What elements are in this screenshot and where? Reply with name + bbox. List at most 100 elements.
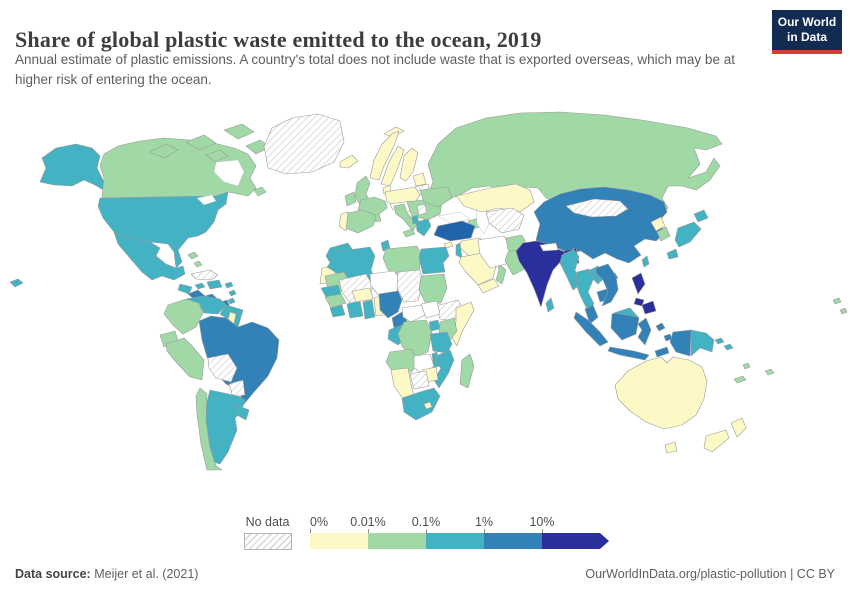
legend-bin-2[interactable] (426, 533, 484, 549)
region-chad[interactable] (396, 269, 424, 303)
region-japan[interactable] (674, 221, 702, 248)
region-kazakhstan[interactable] (455, 183, 535, 213)
region-lesser-antilles[interactable] (228, 289, 237, 297)
region-taiwan[interactable] (641, 255, 650, 268)
region-bahamas[interactable] (187, 251, 199, 260)
region-new-caledonia[interactable] (733, 375, 747, 384)
region-canada[interactable] (253, 186, 267, 197)
region-cuba[interactable] (190, 269, 219, 281)
region-tasmania[interactable] (664, 441, 678, 454)
region-java[interactable] (607, 346, 650, 361)
region-paraguay[interactable] (228, 379, 246, 398)
region-burkina-faso[interactable] (351, 287, 374, 303)
region-ireland[interactable] (344, 191, 357, 207)
region-sri-lanka[interactable] (545, 297, 555, 313)
region-japan[interactable] (693, 209, 709, 223)
region-iran[interactable] (477, 235, 512, 269)
region-sudan[interactable] (418, 273, 448, 305)
region-fiji[interactable] (764, 368, 775, 376)
region-chile[interactable] (195, 387, 223, 471)
region-ukraine[interactable] (419, 186, 453, 208)
legend-bin-0[interactable] (310, 533, 368, 549)
region-central-african-republic[interactable] (401, 304, 426, 323)
legend-bin-1[interactable] (368, 533, 426, 549)
region-madagascar[interactable] (459, 353, 475, 389)
region-peru[interactable] (165, 337, 205, 381)
region-alaska[interactable] (39, 143, 106, 192)
region-puerto-rico[interactable] (224, 281, 234, 289)
region-mongolia[interactable] (565, 198, 629, 218)
region-vietnam[interactable] (595, 263, 619, 307)
region-iceland[interactable] (339, 154, 359, 169)
region-ivory-coast[interactable] (346, 300, 364, 319)
region-hawaii[interactable] (9, 278, 24, 288)
region-guinea[interactable] (324, 293, 347, 309)
region-sumatra[interactable] (573, 311, 609, 347)
region-guatemala[interactable] (177, 283, 193, 295)
region-vanuatu[interactable] (742, 362, 751, 370)
region-nigeria[interactable] (378, 290, 403, 319)
region-arctic-islands[interactable] (149, 143, 179, 159)
region-norway[interactable] (369, 130, 400, 181)
legend-bin-4[interactable] (542, 533, 609, 549)
region-central-asia[interactable] (485, 207, 525, 234)
region-south-africa[interactable] (401, 387, 441, 421)
region-namibia[interactable] (390, 367, 415, 400)
region-jamaica[interactable] (194, 282, 206, 290)
region-philippines[interactable] (641, 300, 657, 315)
legend-no-data-swatch[interactable] (244, 533, 292, 550)
region-venezuela[interactable] (185, 295, 227, 315)
region-egypt[interactable] (418, 246, 450, 275)
region-finland[interactable] (399, 147, 419, 182)
region-timor[interactable] (654, 346, 670, 358)
region-australia[interactable] (614, 356, 708, 430)
region-turkey[interactable] (433, 220, 476, 242)
region-italy[interactable] (393, 203, 418, 232)
region-uruguay[interactable] (236, 405, 250, 421)
region-lesser-antilles[interactable] (227, 297, 236, 305)
region-new-zealand[interactable] (730, 417, 747, 438)
region-bolivia[interactable] (207, 353, 238, 383)
region-sierra-leone[interactable] (329, 304, 346, 318)
region-angola[interactable] (385, 348, 418, 375)
region-malay-peninsula[interactable] (584, 304, 599, 325)
region-india[interactable] (515, 240, 568, 308)
region-borneo-north[interactable] (613, 307, 639, 318)
region-pacific-islands[interactable] (832, 297, 842, 305)
region-colombia[interactable] (163, 298, 204, 335)
region-arctic-islands[interactable] (185, 134, 217, 151)
region-italy[interactable] (402, 228, 416, 238)
region-arctic-islands[interactable] (205, 149, 229, 163)
region-botswana[interactable] (409, 370, 430, 390)
region-serbia[interactable] (416, 203, 428, 216)
region-thailand[interactable] (575, 268, 595, 310)
region-north-korea[interactable] (650, 216, 666, 232)
region-tanzania[interactable] (429, 331, 453, 354)
region-south-sudan[interactable] (420, 300, 441, 319)
region-solomon-islands[interactable] (714, 337, 725, 345)
region-ghana[interactable] (362, 299, 376, 320)
region-yemen[interactable] (477, 278, 500, 294)
owid-logo[interactable]: Our World in Data (772, 10, 842, 54)
legend-bin-3[interactable] (484, 533, 542, 549)
region-mexico[interactable] (113, 231, 186, 281)
region-papua-indonesia[interactable] (669, 329, 692, 357)
region-greenland[interactable] (263, 113, 345, 175)
region-baltics[interactable] (412, 172, 427, 187)
region-cyprus[interactable] (443, 241, 454, 249)
region-japan[interactable] (666, 248, 679, 260)
region-south-korea[interactable] (656, 226, 671, 242)
region-philippines[interactable] (631, 272, 646, 295)
region-sulawesi[interactable] (637, 317, 652, 346)
region-greece[interactable] (415, 218, 432, 237)
region-hispaniola[interactable] (206, 279, 223, 290)
region-arctic-islands[interactable] (223, 123, 255, 140)
region-nepal[interactable] (539, 242, 559, 252)
region-uganda[interactable] (428, 319, 441, 332)
region-solomon-islands[interactable] (723, 343, 734, 351)
region-russia[interactable] (427, 111, 723, 217)
region-papua-new-guinea[interactable] (690, 329, 715, 357)
region-philippines[interactable] (633, 297, 645, 307)
region-mozambique[interactable] (433, 349, 455, 389)
region-new-zealand[interactable] (703, 429, 730, 453)
